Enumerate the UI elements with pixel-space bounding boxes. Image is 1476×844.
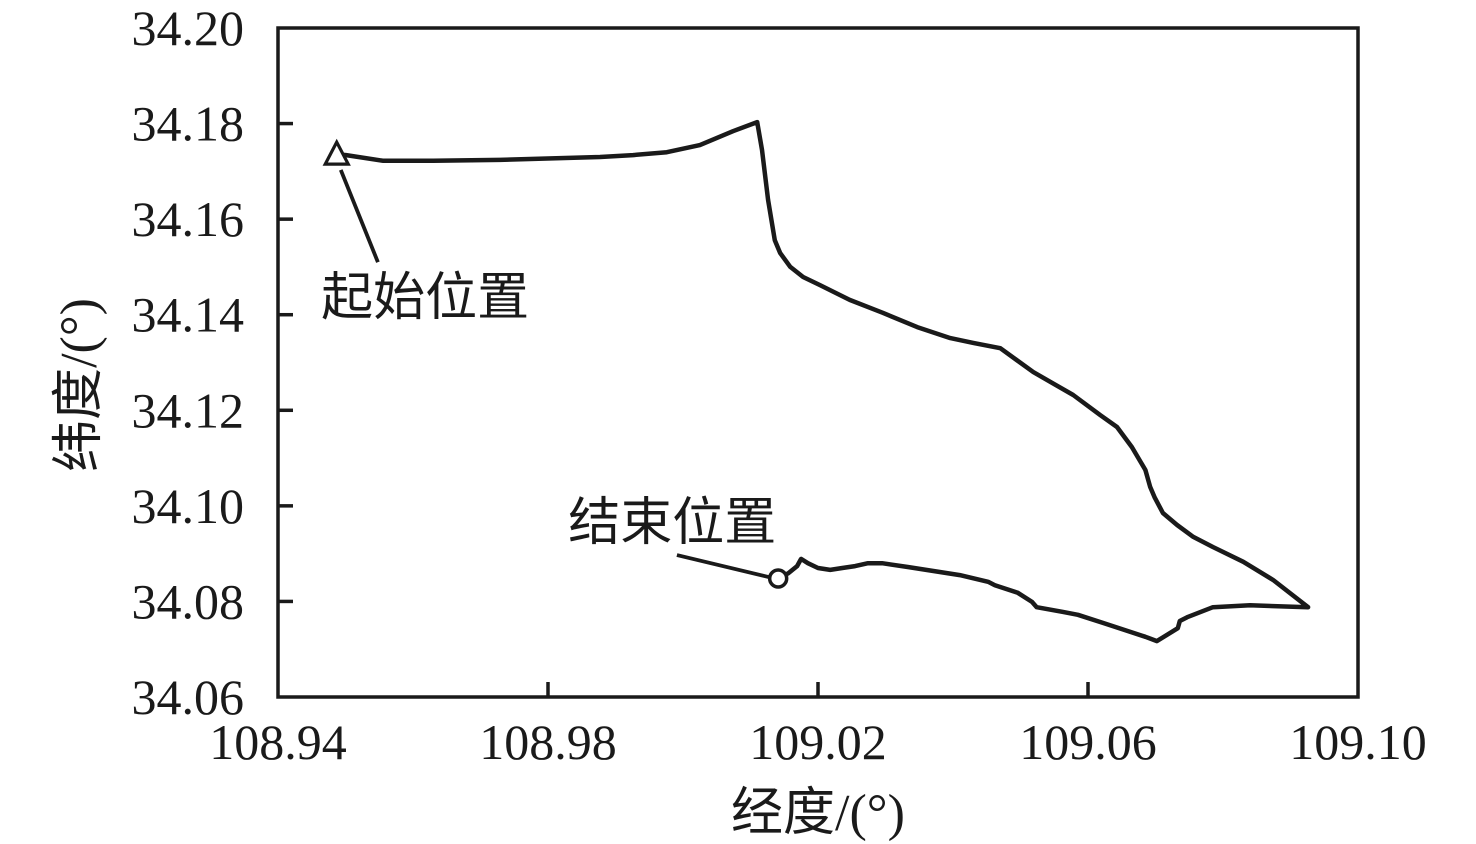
annotation-leader-1 [676,553,770,579]
plot-border [276,26,1360,699]
plot-frame [276,26,1360,699]
x-tick-label-1: 108.98 [479,714,617,770]
y-tick-label-2: 34.10 [132,478,245,534]
y-axis-title: 纬度/(°) [51,298,108,472]
y-tick-label-6: 34.18 [132,96,245,152]
trajectory-line [334,119,1311,644]
x-tick-label-2: 109.02 [749,714,887,770]
start-marker-icon [322,138,351,166]
x-axis-title: 经度/(°) [731,785,905,842]
annotation-leader-0 [339,169,380,263]
y-tick-label-3: 34.12 [132,382,245,438]
y-tick-label-7: 34.20 [132,0,245,56]
y-tick-label-0: 34.06 [132,669,245,725]
annotation-leader-lines [339,169,770,579]
end-marker-icon [767,568,789,589]
x-tick-label-3: 109.06 [1019,714,1157,770]
start-position-annotation: 起始位置 [321,270,529,327]
y-tick-labels: 34.06 34.08 34.10 34.12 34.14 34.16 34.18 34.20 [132,0,245,725]
trajectory-markers [322,138,789,589]
y-tick-label-5: 34.16 [132,191,245,247]
x-tick-label-4: 109.10 [1289,714,1427,770]
axis-ticks [278,121,1090,697]
y-tick-label-1: 34.08 [132,573,245,629]
x-tick-labels: 108.94 108.98 109.02 109.06 109.10 [209,714,1427,770]
end-position-annotation: 结束位置 [568,495,776,552]
trajectory-path [334,119,1311,644]
y-tick-label-4: 34.14 [132,287,245,343]
x-tick-label-0: 108.94 [209,714,347,770]
